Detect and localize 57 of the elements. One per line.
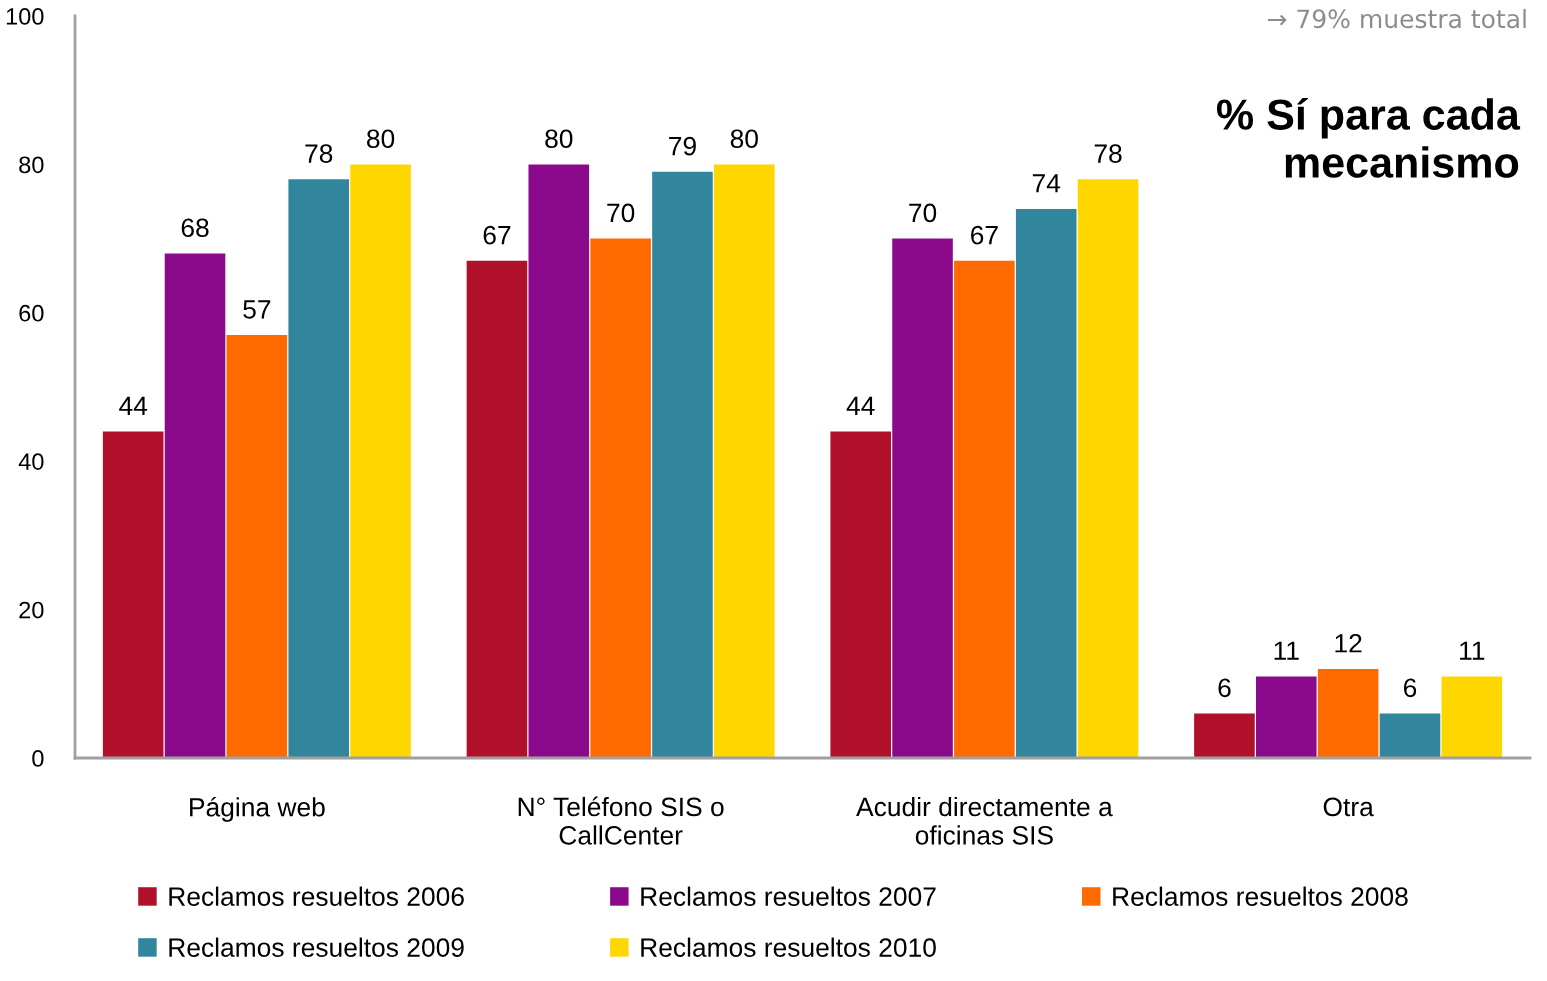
bar	[1379, 713, 1441, 758]
data-label: 67	[483, 225, 511, 245]
text: % Sí para cada mecanismo	[1216, 97, 1521, 178]
bar	[350, 164, 411, 758]
legend-label: Reclamos resueltos 2006	[169, 886, 464, 906]
data-label: 6	[1218, 678, 1231, 698]
y-tick-label: 60	[19, 304, 44, 322]
y-tick-label: 80	[19, 156, 44, 174]
y-tick-label: 0	[32, 750, 44, 767]
x-tick-label: N° Teléfono SIS o CallCenter	[518, 796, 724, 845]
data-label: 80	[367, 129, 395, 149]
data-label: 12	[1335, 633, 1362, 653]
x-tick-label: Página web	[190, 796, 325, 822]
data-label: 78	[1094, 144, 1122, 163]
y-tick-label: 100	[6, 8, 44, 25]
data-label: 67	[971, 225, 998, 245]
bar	[954, 260, 1015, 758]
bar	[1255, 676, 1317, 758]
bar	[466, 260, 528, 758]
bar	[1441, 676, 1503, 758]
data-label: 57	[243, 300, 271, 319]
bar	[892, 238, 953, 758]
data-label: 6	[1403, 678, 1417, 698]
bar	[590, 238, 651, 758]
legend-label: Reclamos resueltos 2010	[641, 937, 936, 957]
bar	[1194, 713, 1255, 758]
bar	[164, 253, 226, 758]
legend-label: Reclamos resueltos 2007	[641, 886, 936, 906]
bar	[830, 431, 891, 758]
data-label: 68	[181, 218, 209, 238]
x-tick-label: Acudir directamente a oficinas SIS	[856, 796, 1113, 845]
bar	[226, 335, 288, 758]
legend-label: Reclamos resueltos 2009	[169, 937, 464, 957]
data-label: 70	[909, 203, 937, 223]
data-label: 74	[1032, 174, 1061, 193]
bar	[652, 171, 713, 758]
data-label: 11	[1460, 641, 1485, 660]
data-label: 80	[545, 129, 573, 149]
data-label: 79	[669, 136, 696, 156]
data-label: 11	[1274, 641, 1299, 660]
bar	[102, 431, 164, 758]
bar	[1317, 668, 1379, 758]
y-tick-label: 40	[18, 453, 44, 470]
data-label: 44	[846, 396, 875, 415]
legend-label: Reclamos resueltos 2008	[1113, 886, 1408, 906]
bar	[288, 179, 350, 758]
data-label: 44	[119, 396, 148, 415]
bar	[528, 164, 590, 758]
data-label: 70	[607, 203, 635, 223]
x-tick-label: Otra	[1323, 797, 1374, 817]
annotation: → 79% muestra total	[1267, 8, 1526, 29]
bar	[1015, 208, 1077, 758]
bar	[1077, 179, 1139, 758]
data-label: 78	[305, 144, 333, 163]
data-label: 80	[730, 129, 758, 149]
bar	[714, 164, 775, 758]
y-tick-label: 20	[19, 601, 44, 619]
